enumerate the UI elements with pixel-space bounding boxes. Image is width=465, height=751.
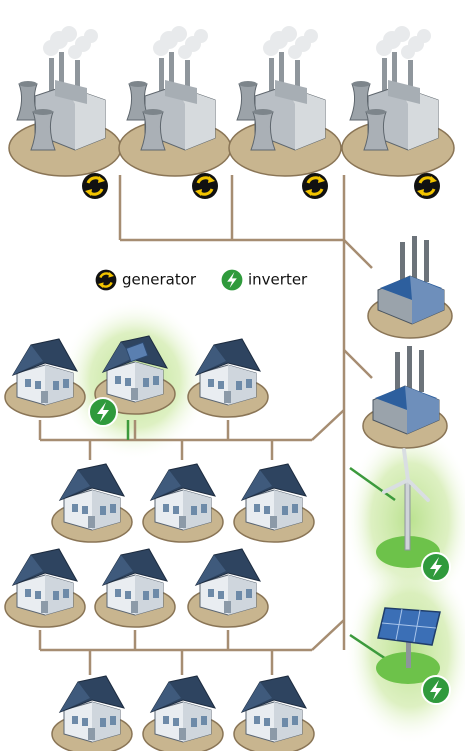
- legend-label: generator: [122, 271, 197, 289]
- factory: [363, 346, 447, 448]
- inverter-icon: [89, 398, 117, 426]
- legend-label: inverter: [248, 271, 308, 289]
- house: [95, 549, 175, 627]
- legend-inverter-icon: [221, 269, 243, 291]
- generator-icon: [192, 173, 218, 199]
- power-plant: [229, 26, 341, 176]
- grid-diagram: generator inverter: [0, 0, 465, 751]
- house: [52, 676, 132, 751]
- legend: generator inverter: [88, 262, 326, 298]
- factory: [368, 236, 452, 338]
- power-plant: [9, 26, 121, 176]
- house: [234, 464, 314, 542]
- house: [143, 464, 223, 542]
- power-plant: [119, 26, 231, 176]
- generator-icon: [414, 173, 440, 199]
- house: [5, 549, 85, 627]
- generator-icon: [302, 173, 328, 199]
- page: {"legend": {"items": [{"label": "generat…: [0, 0, 465, 751]
- house: [234, 676, 314, 751]
- legend-generator-icon: [96, 270, 117, 291]
- inverter-icon: [422, 553, 450, 581]
- house: [188, 549, 268, 627]
- house: [52, 464, 132, 542]
- generator-icon: [82, 173, 108, 199]
- power-plant: [342, 26, 454, 176]
- inverter-icon: [422, 676, 450, 704]
- house: [143, 676, 223, 751]
